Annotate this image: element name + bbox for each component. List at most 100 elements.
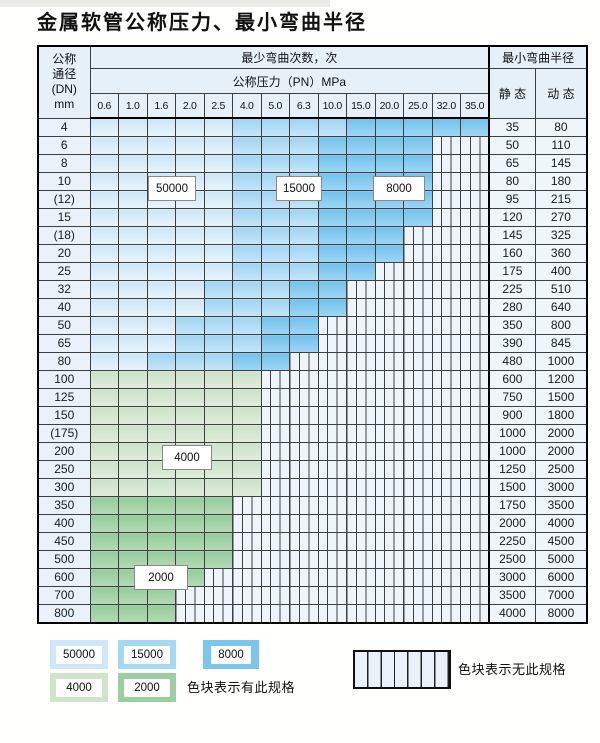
table-row: 150 900 1800 (37, 406, 588, 425)
legend-swatch-label: 4000 (56, 678, 102, 697)
no-spec-cell (431, 280, 461, 299)
spec-cell (289, 136, 319, 155)
no-spec-cell (460, 370, 490, 389)
no-spec-cell (317, 532, 347, 551)
no-spec-cell (374, 586, 404, 605)
no-spec-cell (232, 568, 262, 587)
no-spec-cell (431, 226, 461, 245)
spec-cell (175, 298, 205, 317)
pressure-col-header: 1.6 (146, 93, 176, 119)
spec-cell (232, 154, 262, 173)
spec-cell (260, 334, 290, 353)
spec-cell (118, 514, 148, 533)
no-spec-cell (260, 388, 290, 407)
pressure-col-header: 0.6 (89, 93, 119, 119)
static-radius-cell: 750 (488, 388, 536, 407)
spec-cell (118, 190, 148, 209)
table-row: 300 1500 3000 (37, 478, 588, 497)
spec-cell (89, 406, 119, 425)
no-spec-cell (317, 496, 347, 515)
no-spec-cell (260, 460, 290, 479)
spec-cell (118, 262, 148, 281)
spec-cell (203, 550, 233, 569)
page-title: 金属软管公称压力、最小弯曲半径 (37, 10, 367, 34)
spec-cell (317, 136, 347, 155)
no-spec-cell (232, 586, 262, 605)
table-row: (18) 145 325 (37, 226, 588, 245)
spec-cell (118, 442, 148, 461)
dynamic-radius-cell: 3000 (534, 478, 588, 497)
dynamic-radius-cell: 2500 (534, 460, 588, 479)
spec-cell (317, 244, 347, 263)
table-row: 125 750 1500 (37, 388, 588, 407)
no-spec-cell (175, 604, 205, 624)
spec-cell (203, 172, 233, 191)
no-spec-cell (431, 190, 461, 209)
no-spec-cell (403, 460, 433, 479)
static-radius-cell: 390 (488, 334, 536, 353)
no-spec-cell (289, 370, 319, 389)
spec-cell (118, 370, 148, 389)
dn-cell: (12) (37, 190, 91, 209)
spec-cell (146, 334, 176, 353)
no-spec-cell (346, 514, 376, 533)
no-spec-cell (431, 478, 461, 497)
no-spec-cell (260, 532, 290, 551)
no-spec-cell (374, 262, 404, 281)
static-radius-cell: 1000 (488, 424, 536, 443)
no-spec-cell (346, 424, 376, 443)
no-spec-cell (374, 496, 404, 515)
legend-swatch: 8000 (203, 640, 259, 669)
dn-header-line: 公称 (52, 52, 77, 67)
spec-cell (89, 244, 119, 263)
legend-swatch: 50000 (50, 640, 108, 669)
pressure-col-header: 25.0 (403, 93, 433, 119)
dynamic-radius-cell: 845 (534, 334, 588, 353)
no-spec-cell (403, 532, 433, 551)
spec-cell (89, 388, 119, 407)
spec-cell (232, 244, 262, 263)
spec-cell (175, 406, 205, 425)
no-spec-cell (460, 262, 490, 281)
spec-cell (146, 316, 176, 335)
spec-cell (203, 190, 233, 209)
static-radius-cell: 1250 (488, 460, 536, 479)
static-radius-cell: 2000 (488, 514, 536, 533)
spec-cell (146, 154, 176, 173)
no-spec-cell (403, 280, 433, 299)
spec-cell (232, 298, 262, 317)
spec-cell (232, 334, 262, 353)
no-spec-cell (403, 334, 433, 353)
pressure-col-header: 6.3 (289, 93, 319, 119)
static-radius-cell: 1000 (488, 442, 536, 461)
dynamic-radius-cell: 1500 (534, 388, 588, 407)
no-spec-cell (346, 532, 376, 551)
no-spec-cell (403, 316, 433, 335)
table-row: 80 480 1000 (37, 352, 588, 371)
spec-cell (89, 154, 119, 173)
no-spec-cell (260, 604, 290, 624)
spec-cell (175, 117, 205, 137)
no-spec-cell (203, 586, 233, 605)
no-spec-cell (460, 532, 490, 551)
spec-cell (175, 154, 205, 173)
no-spec-cell (403, 568, 433, 587)
pressure-col-header: 2.5 (203, 93, 233, 119)
spec-cell (118, 226, 148, 245)
spec-cell (232, 280, 262, 299)
spec-cell (118, 280, 148, 299)
spec-cell (89, 298, 119, 317)
spec-cell (89, 370, 119, 389)
no-spec-cell (374, 478, 404, 497)
spec-cell (289, 280, 319, 299)
bend-cycles-header: 最少弯曲次数，次 (89, 45, 490, 69)
no-spec-cell (403, 586, 433, 605)
spec-cell (203, 298, 233, 317)
dn-cell: 350 (37, 496, 91, 515)
spec-cell (146, 244, 176, 263)
spec-cell (289, 154, 319, 173)
dynamic-radius-cell: 360 (534, 244, 588, 263)
no-spec-cell (317, 478, 347, 497)
spec-cell (289, 334, 319, 353)
no-spec-cell (431, 496, 461, 515)
